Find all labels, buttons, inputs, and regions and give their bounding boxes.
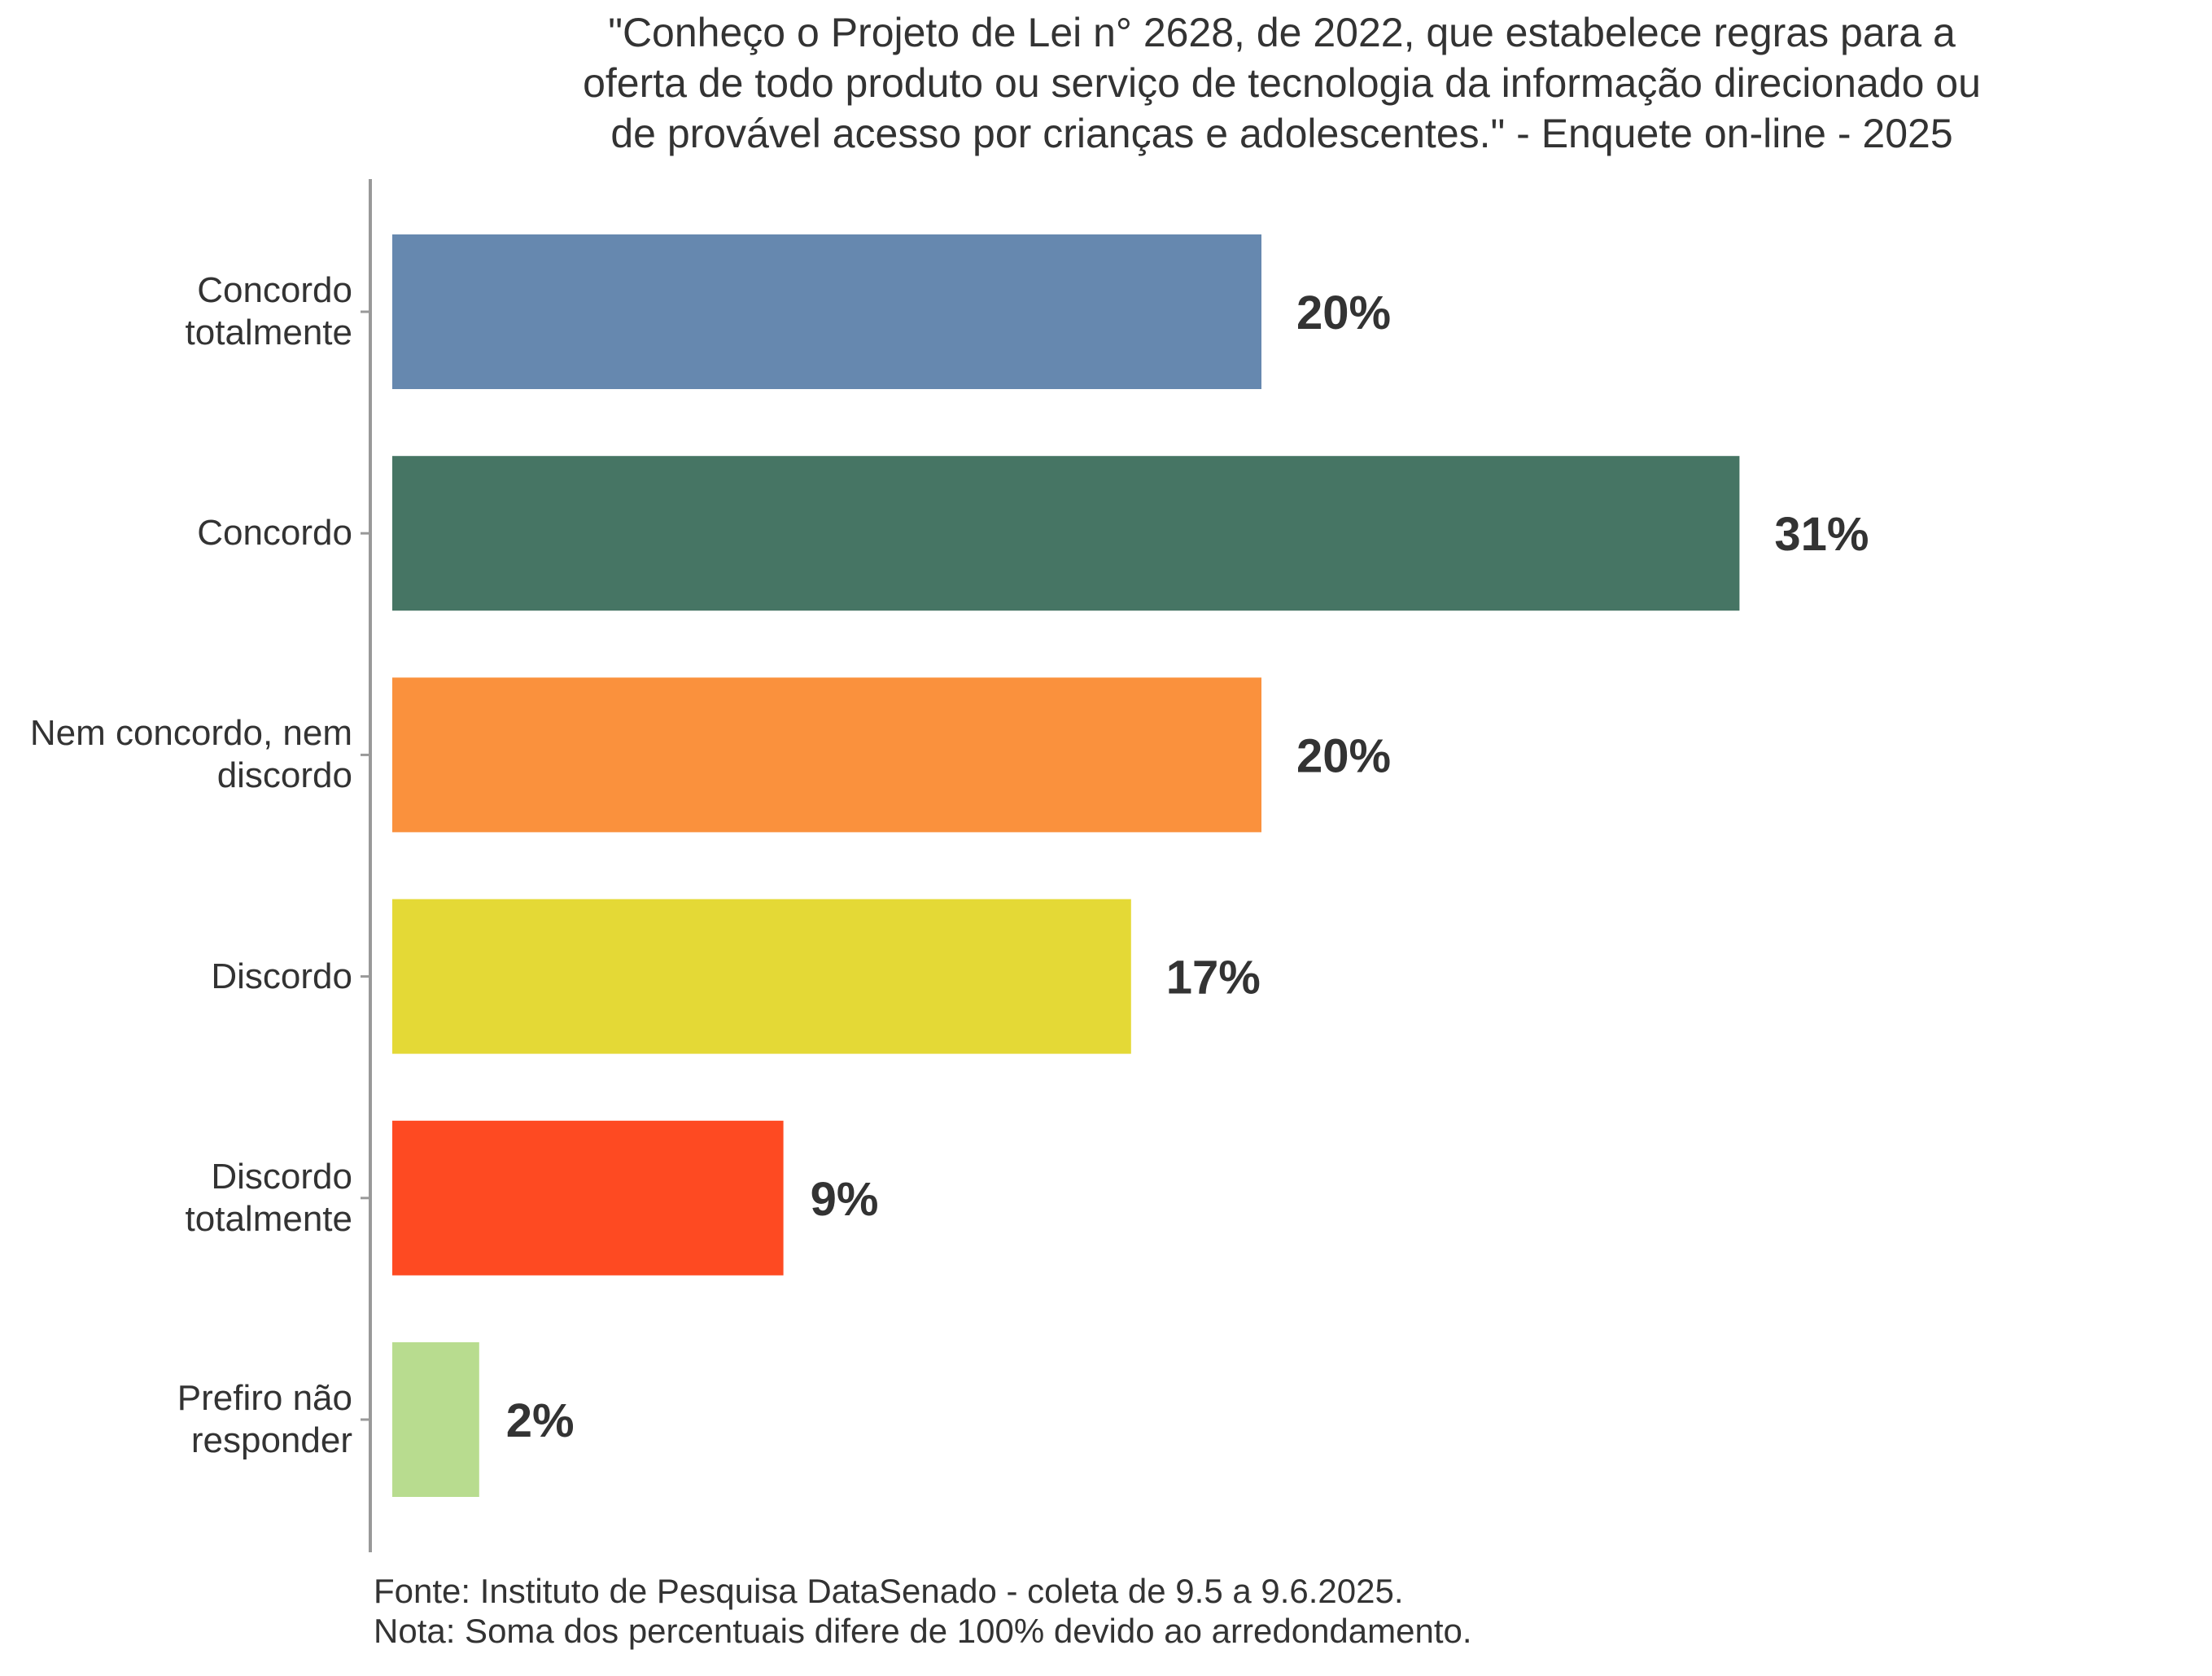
value-labels-group: 20% 31% 20% 17% 9% 2% — [506, 287, 1869, 1447]
category-label: Prefiro não responder — [177, 1378, 352, 1460]
chart-title-line-2: oferta de todo produto ou serviço de tec… — [583, 60, 1981, 106]
value-label: 17% — [1166, 952, 1261, 1004]
category-row: Concordo — [0, 456, 352, 610]
bar — [392, 677, 1261, 833]
source-note: Fonte: Instituto de Pesquisa DataSenado … — [374, 1572, 1404, 1610]
bars-group — [392, 234, 1740, 1497]
chart-title-line-1: "Conheço o Projeto de Lei n° 2628, de 20… — [608, 10, 1956, 55]
bar — [392, 899, 1131, 1054]
value-label: 20% — [1296, 287, 1391, 339]
value-label: 2% — [506, 1394, 575, 1447]
category-row: Discordo — [0, 899, 352, 1054]
value-label: 20% — [1296, 729, 1391, 782]
bar — [392, 1120, 784, 1276]
category-label: Nem concordo, nem discordo — [29, 713, 352, 796]
category-label: Concordo — [197, 513, 352, 554]
category-row: Nem concordo, nem discordo — [0, 677, 352, 832]
bar — [392, 234, 1261, 389]
rounding-note: Nota: Soma dos percentuais difere de 100… — [374, 1612, 1472, 1650]
chart-title: "Conheço o Projeto de Lei n° 2628, de 20… — [468, 7, 2096, 159]
bar — [392, 456, 1740, 611]
chart-footer: Fonte: Instituto de Pesquisa DataSenado … — [374, 1571, 1472, 1651]
category-row: Prefiro não responder — [0, 1342, 352, 1497]
category-row: Concordo totalmente — [0, 234, 352, 389]
chart-title-line-3: de provável acesso por crianças e adoles… — [610, 111, 1953, 156]
y-axis-ticks — [361, 310, 370, 1421]
bar — [392, 1342, 479, 1497]
value-label: 31% — [1774, 508, 1869, 561]
value-label: 9% — [811, 1173, 879, 1226]
category-label: Discordo totalmente — [185, 1156, 352, 1239]
category-row: Discordo totalmente — [0, 1121, 352, 1276]
category-label: Concordo totalmente — [185, 270, 352, 352]
category-label: Discordo — [211, 956, 352, 996]
